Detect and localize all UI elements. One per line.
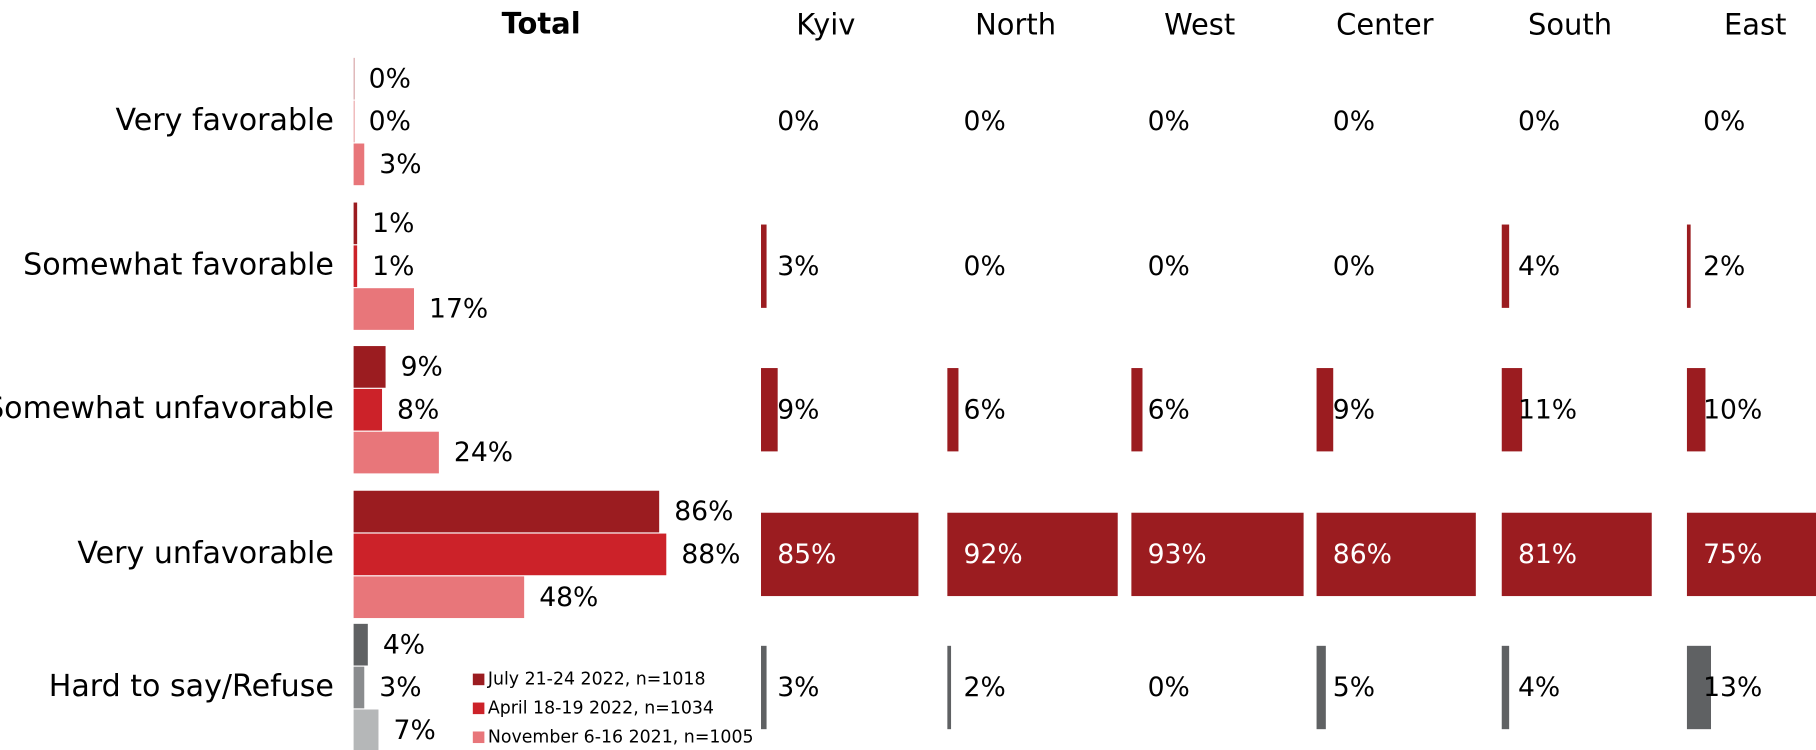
value-label: 0% bbox=[1333, 106, 1375, 137]
value-label: 0% bbox=[1518, 106, 1560, 137]
value-label: 2% bbox=[964, 672, 1006, 703]
value-label: 0% bbox=[1148, 251, 1190, 282]
value-label: 0% bbox=[1703, 106, 1745, 137]
value-label: 3% bbox=[777, 672, 819, 703]
bar bbox=[947, 512, 1118, 597]
value-label: 11% bbox=[1518, 394, 1577, 425]
value-label: 6% bbox=[1148, 394, 1190, 425]
bar bbox=[353, 346, 386, 388]
value-label: 7% bbox=[394, 715, 436, 746]
chart-title: Total bbox=[502, 6, 581, 40]
bar bbox=[353, 709, 379, 750]
column-header: Kyiv bbox=[796, 8, 855, 42]
value-label: 0% bbox=[964, 106, 1006, 137]
value-label: 48% bbox=[539, 582, 598, 613]
category-label: Hard to say/Refuse bbox=[49, 669, 334, 704]
column-header: East bbox=[1724, 8, 1786, 42]
bar bbox=[353, 533, 667, 576]
bar bbox=[353, 245, 358, 288]
value-label: 17% bbox=[429, 294, 488, 325]
value-label: 3% bbox=[379, 672, 421, 703]
bar bbox=[1501, 645, 1510, 730]
value-label: 2% bbox=[1703, 251, 1745, 282]
bar bbox=[1686, 645, 1712, 730]
bar bbox=[1316, 368, 1334, 452]
bar bbox=[947, 368, 959, 452]
column-header: West bbox=[1164, 8, 1235, 42]
bar bbox=[1501, 224, 1510, 308]
bar bbox=[353, 623, 368, 666]
legend-label: July 21-24 2022, n=1018 bbox=[487, 669, 706, 689]
value-label: 1% bbox=[372, 251, 414, 282]
bar bbox=[353, 388, 383, 431]
value-label: 9% bbox=[1333, 394, 1375, 425]
value-label: 0% bbox=[1148, 106, 1190, 137]
value-label: 0% bbox=[369, 63, 411, 94]
bar bbox=[353, 202, 358, 245]
value-label: 88% bbox=[681, 539, 740, 570]
value-label: 0% bbox=[964, 251, 1006, 282]
column-header: North bbox=[975, 8, 1056, 42]
bar bbox=[761, 512, 919, 597]
bar bbox=[1131, 368, 1143, 452]
legend-swatch bbox=[472, 673, 485, 686]
bar bbox=[1316, 512, 1476, 597]
value-label: 0% bbox=[1333, 251, 1375, 282]
legend-swatch bbox=[472, 702, 485, 715]
category-label: Very unfavorable bbox=[77, 536, 334, 571]
legend-swatch bbox=[472, 731, 485, 744]
bar bbox=[947, 645, 952, 730]
bar bbox=[1316, 645, 1326, 730]
bar bbox=[1501, 368, 1523, 452]
value-label: 5% bbox=[1333, 672, 1375, 703]
value-label: 86% bbox=[1333, 539, 1392, 570]
bar bbox=[353, 57, 355, 100]
value-label: 75% bbox=[1703, 539, 1762, 570]
bar bbox=[353, 576, 525, 619]
bar bbox=[1686, 368, 1706, 452]
bar bbox=[1501, 512, 1652, 597]
value-label: 9% bbox=[777, 394, 819, 425]
value-label: 8% bbox=[397, 394, 439, 425]
value-label: 1% bbox=[372, 208, 414, 239]
value-label: 3% bbox=[777, 251, 819, 282]
value-label: 4% bbox=[1518, 672, 1560, 703]
value-label: 93% bbox=[1148, 539, 1207, 570]
bar bbox=[353, 666, 365, 709]
value-label: 9% bbox=[401, 352, 443, 383]
value-label: 86% bbox=[674, 496, 733, 527]
bar bbox=[761, 368, 778, 452]
category-label: Somewhat favorable bbox=[23, 248, 334, 283]
column-header: South bbox=[1528, 8, 1612, 42]
bar bbox=[1686, 224, 1691, 308]
bar bbox=[1131, 512, 1304, 597]
bar bbox=[353, 431, 439, 474]
value-label: 10% bbox=[1703, 394, 1762, 425]
legend-label: November 6-16 2021, n=1005 bbox=[488, 727, 754, 747]
bar bbox=[761, 224, 767, 308]
value-label: 4% bbox=[383, 629, 425, 660]
bar bbox=[353, 143, 365, 186]
value-label: 0% bbox=[777, 106, 819, 137]
column-header: Center bbox=[1336, 8, 1433, 42]
category-label: Very favorable bbox=[115, 103, 333, 138]
bar bbox=[353, 490, 660, 533]
value-label: 13% bbox=[1703, 672, 1762, 703]
value-label: 0% bbox=[369, 106, 411, 137]
value-label: 85% bbox=[777, 539, 836, 570]
legend-label: April 18-19 2022, n=1034 bbox=[488, 698, 714, 718]
value-label: 92% bbox=[964, 539, 1023, 570]
value-label: 3% bbox=[379, 149, 421, 180]
value-label: 6% bbox=[964, 394, 1006, 425]
value-label: 24% bbox=[454, 437, 513, 468]
bar bbox=[1686, 512, 1816, 597]
value-label: 81% bbox=[1518, 539, 1577, 570]
value-label: 0% bbox=[1148, 672, 1190, 703]
bar bbox=[353, 100, 355, 143]
value-label: 4% bbox=[1518, 251, 1560, 282]
category-label: Somewhat unfavorable bbox=[0, 391, 334, 426]
bar bbox=[761, 645, 767, 730]
bar bbox=[353, 288, 415, 330]
